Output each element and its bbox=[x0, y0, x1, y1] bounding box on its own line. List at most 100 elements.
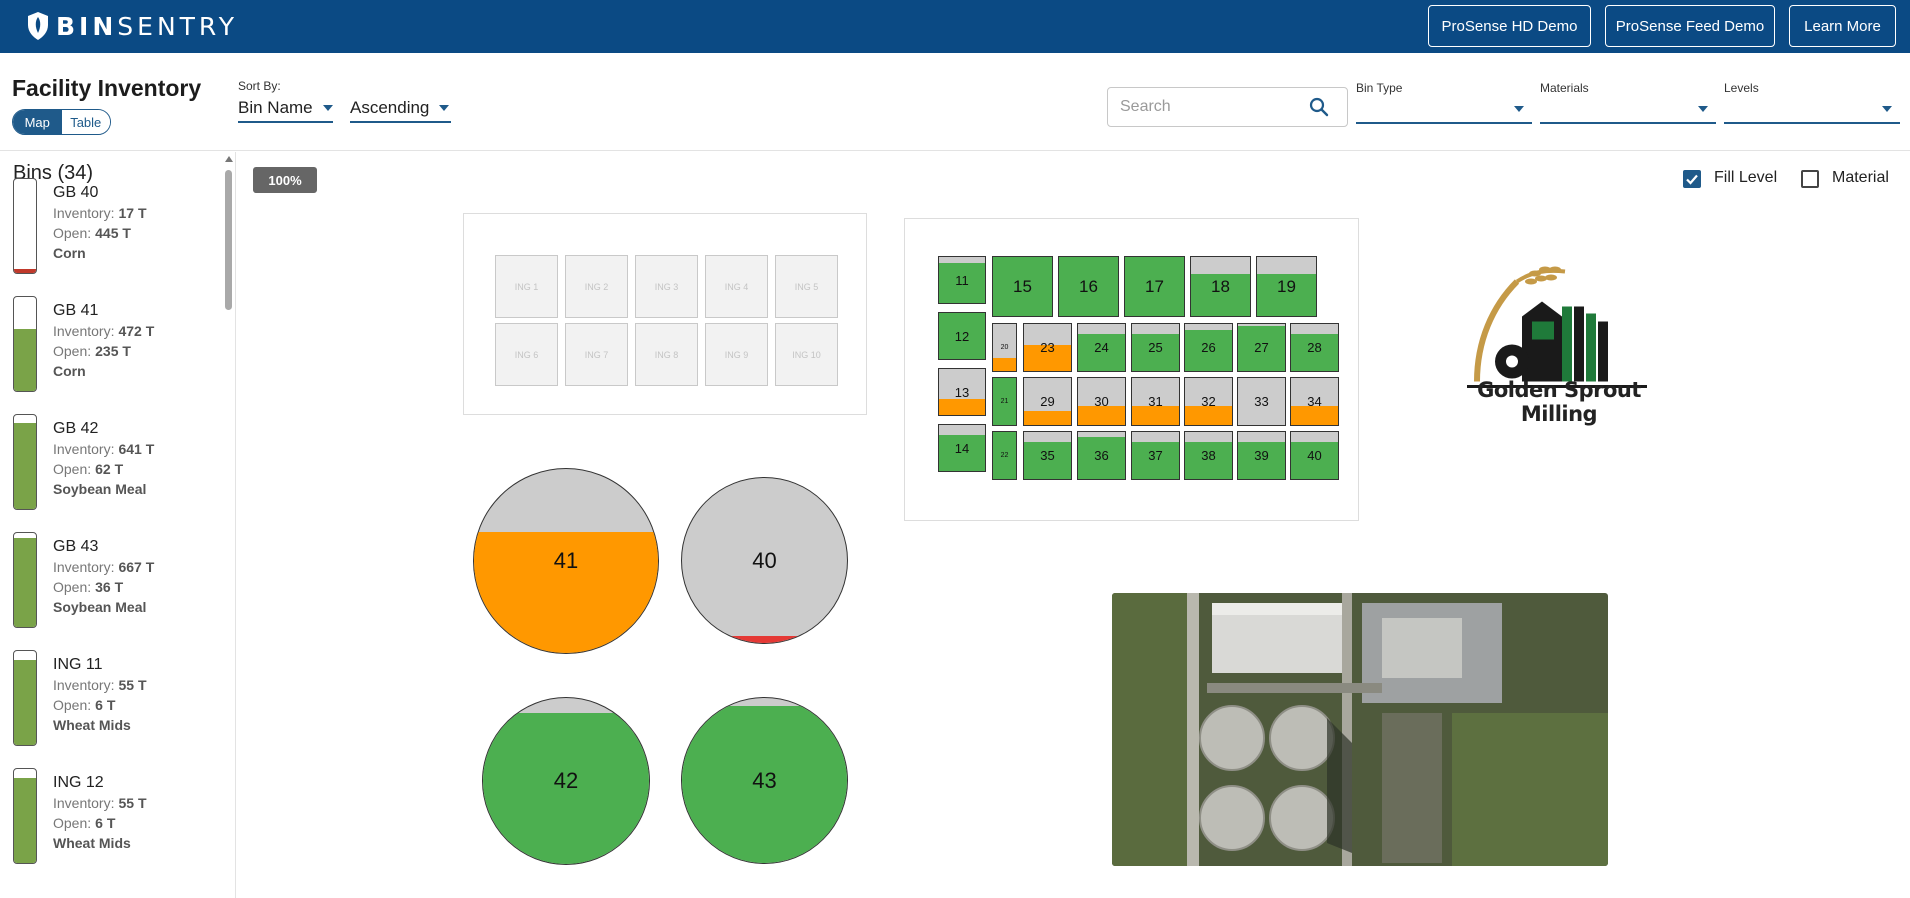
square-bin[interactable]: 31 bbox=[1131, 377, 1180, 426]
bin-label: 30 bbox=[1094, 394, 1109, 409]
bin-list-item[interactable]: ING 11 Inventory: 55 T Open: 6 T Wheat Mids bbox=[13, 644, 223, 746]
square-bin[interactable]: 37 bbox=[1131, 431, 1180, 480]
inventory-value: 667 T bbox=[118, 559, 155, 575]
square-bin[interactable]: 27 bbox=[1237, 323, 1286, 372]
square-bin[interactable]: 39 bbox=[1237, 431, 1286, 480]
zoom-level-badge[interactable]: 100% bbox=[253, 167, 317, 193]
ingredient-bin[interactable]: ING 9 bbox=[705, 323, 768, 386]
bin-inventory: Inventory: 667 T bbox=[53, 559, 154, 575]
ingredient-bin[interactable]: ING 7 bbox=[565, 323, 628, 386]
square-bin[interactable]: 12 bbox=[938, 312, 986, 360]
square-bin[interactable]: 20 bbox=[992, 323, 1017, 372]
square-bin[interactable]: 38 bbox=[1184, 431, 1233, 480]
materials-select[interactable] bbox=[1540, 122, 1716, 124]
material-checkbox[interactable] bbox=[1801, 170, 1819, 188]
bin-fill-level bbox=[1132, 442, 1179, 479]
square-bin[interactable]: 21 bbox=[992, 377, 1017, 426]
inventory-label: Inventory: bbox=[53, 441, 115, 457]
scroll-up-arrow-icon[interactable] bbox=[225, 156, 233, 162]
search-icon[interactable] bbox=[1309, 97, 1329, 117]
table-view-button[interactable]: Table bbox=[61, 110, 110, 134]
sort-order-select[interactable]: Ascending bbox=[350, 95, 451, 123]
square-bin[interactable]: 25 bbox=[1131, 323, 1180, 372]
open-label: Open: bbox=[53, 815, 92, 831]
square-bin[interactable]: 16 bbox=[1058, 256, 1119, 317]
bin-fill-level bbox=[1132, 334, 1179, 371]
ingredient-bin[interactable]: ING 1 bbox=[495, 255, 558, 318]
square-bin[interactable]: 36 bbox=[1077, 431, 1126, 480]
open-label: Open: bbox=[53, 579, 92, 595]
square-bin[interactable]: 26 bbox=[1184, 323, 1233, 372]
round-bin[interactable]: 40 bbox=[681, 477, 848, 644]
bin-fill-level bbox=[993, 378, 1016, 425]
square-bin[interactable]: 13 bbox=[938, 368, 986, 416]
view-toggle: Map Table bbox=[12, 109, 111, 135]
search-input[interactable] bbox=[1120, 96, 1300, 118]
bin-label: 11 bbox=[955, 272, 969, 288]
bin-fill-gauge bbox=[13, 414, 37, 510]
ingredient-bin[interactable]: ING 10 bbox=[775, 323, 838, 386]
inventory-label: Inventory: bbox=[53, 559, 115, 575]
square-bin[interactable]: 24 bbox=[1077, 323, 1126, 372]
bin-inventory: Inventory: 55 T bbox=[53, 677, 147, 693]
square-bin[interactable]: 28 bbox=[1290, 323, 1339, 372]
bin-list-item[interactable]: ING 12 Inventory: 55 T Open: 6 T Wheat Mids bbox=[13, 762, 223, 864]
bin-fill-level bbox=[1291, 334, 1338, 371]
square-bin[interactable]: 17 bbox=[1124, 256, 1185, 317]
bin-list-item[interactable]: GB 43 Inventory: 667 T Open: 36 T Soybean Mea… bbox=[13, 526, 223, 628]
chevron-down-icon[interactable] bbox=[1698, 106, 1708, 112]
square-bin[interactable]: 29 bbox=[1023, 377, 1072, 426]
square-bin[interactable]: 14 bbox=[938, 424, 986, 472]
square-bin[interactable]: 19 bbox=[1256, 256, 1317, 317]
bin-fill-gauge bbox=[13, 178, 37, 274]
ingredient-bin[interactable]: ING 3 bbox=[635, 255, 698, 318]
square-bin[interactable]: 23 bbox=[1023, 323, 1072, 372]
round-bin[interactable]: 41 bbox=[473, 468, 659, 654]
material-label[interactable]: Material bbox=[1832, 169, 1889, 186]
square-bin[interactable]: 32 bbox=[1184, 377, 1233, 426]
binsentry-logo[interactable]: BINSENTRY bbox=[26, 10, 238, 42]
bin-open: Open: 6 T bbox=[53, 815, 115, 831]
fill-level-label[interactable]: Fill Level bbox=[1714, 169, 1778, 186]
bin-list-item[interactable]: GB 42 Inventory: 641 T Open: 62 T Soybean Mea… bbox=[13, 408, 223, 510]
square-bin[interactable]: 11 bbox=[938, 256, 986, 304]
square-bin[interactable]: 30 bbox=[1077, 377, 1126, 426]
ingredient-bin[interactable]: ING 4 bbox=[705, 255, 768, 318]
bin-label: 23 bbox=[1040, 340, 1055, 355]
ingredient-bin[interactable]: ING 2 bbox=[565, 255, 628, 318]
square-bin[interactable]: 35 bbox=[1023, 431, 1072, 480]
square-bin[interactable]: 18 bbox=[1190, 256, 1251, 317]
bin-label: 17 bbox=[1145, 276, 1164, 296]
map-view-button[interactable]: Map bbox=[13, 110, 62, 134]
prosense-hd-demo-button[interactable]: ProSense HD Demo bbox=[1428, 5, 1591, 47]
square-bin[interactable]: 22 bbox=[992, 431, 1017, 480]
fill-level-checkbox[interactable] bbox=[1683, 170, 1701, 188]
learn-more-button[interactable]: Learn More bbox=[1789, 5, 1896, 47]
bin-fill-level bbox=[1185, 329, 1232, 371]
bin-list-item[interactable]: GB 40 Inventory: 17 T Open: 445 T Corn bbox=[13, 172, 223, 274]
scrollbar-thumb[interactable] bbox=[225, 170, 232, 310]
square-bin[interactable]: 34 bbox=[1290, 377, 1339, 426]
inventory-value: 55 T bbox=[118, 795, 147, 811]
ingredient-bin[interactable]: ING 5 bbox=[775, 255, 838, 318]
square-bin[interactable]: 15 bbox=[992, 256, 1053, 317]
prosense-feed-demo-button[interactable]: ProSense Feed Demo bbox=[1605, 5, 1775, 47]
square-bin[interactable]: 40 bbox=[1290, 431, 1339, 480]
round-bin[interactable]: 43 bbox=[681, 697, 848, 864]
ingredient-bin[interactable]: ING 8 bbox=[635, 323, 698, 386]
bin-type-select[interactable] bbox=[1356, 122, 1532, 124]
square-bin[interactable]: 33 bbox=[1237, 377, 1286, 426]
bin-fill-level bbox=[1078, 334, 1125, 371]
bin-list-item[interactable]: GB 41 Inventory: 472 T Open: 235 T Corn bbox=[13, 290, 223, 392]
chevron-down-icon[interactable] bbox=[1882, 106, 1892, 112]
open-label: Open: bbox=[53, 461, 92, 477]
sort-field-select[interactable]: Bin Name bbox=[238, 95, 333, 123]
bin-fill-bar bbox=[14, 269, 36, 273]
levels-select[interactable] bbox=[1724, 122, 1900, 124]
sort-by-label: Sort By: bbox=[238, 79, 281, 93]
shield-icon bbox=[28, 12, 48, 40]
ingredient-bin[interactable]: ING 6 bbox=[495, 323, 558, 386]
round-bin[interactable]: 42 bbox=[482, 697, 650, 865]
chevron-down-icon[interactable] bbox=[1514, 106, 1524, 112]
bin-material: Corn bbox=[53, 245, 86, 261]
